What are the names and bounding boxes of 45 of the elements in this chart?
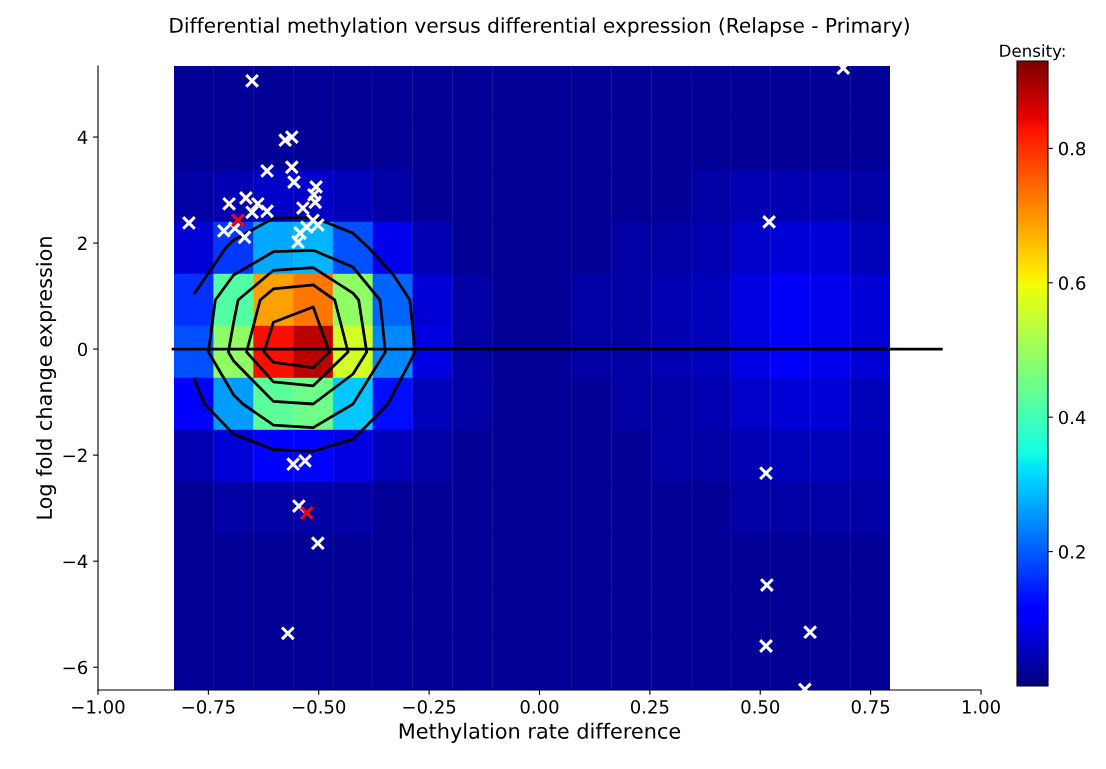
y-axis-title: Log fold change expression: [35, 237, 57, 519]
y-tick-label: 2: [78, 236, 87, 250]
chart-title: Differential methylation versus differential expression (Relapse - Primary): [170, 17, 909, 37]
point: [250, 196, 266, 212]
point: [284, 159, 300, 175]
point: [761, 214, 777, 230]
point: [295, 200, 311, 216]
x-tick-label: −1.00: [72, 700, 125, 714]
color-bar-label: 0.2: [1058, 545, 1085, 559]
y-tick-label: −6: [63, 660, 88, 675]
point: [280, 625, 296, 641]
y-tick-label: −2: [63, 448, 87, 462]
point: [244, 73, 260, 89]
point: [802, 624, 818, 640]
color-bar-label: 0.6: [1058, 276, 1086, 290]
point: [310, 535, 326, 551]
point: [758, 465, 774, 481]
point: [277, 132, 293, 148]
x-tick-label: 0.25: [630, 700, 669, 714]
x-tick-label: 1.00: [962, 700, 1000, 714]
point: [284, 129, 300, 145]
color-bar-label: 0.4: [1058, 410, 1086, 425]
y-tick-label: 4: [77, 130, 88, 144]
y-tick-label: 0: [77, 342, 88, 357]
point: [759, 577, 775, 593]
x-axis-title: Methylation rate difference: [399, 722, 681, 743]
y-tick-label: −4: [63, 554, 88, 569]
x-tick-label: −0.75: [182, 700, 235, 714]
point: [238, 190, 254, 206]
color-bar-label: 0.8: [1058, 141, 1086, 156]
point: [290, 234, 306, 250]
point: [237, 229, 252, 245]
point: [230, 212, 246, 228]
x-tick-label: 0.00: [520, 700, 559, 714]
point: [181, 215, 197, 231]
x-tick-label: −0.25: [403, 700, 456, 714]
x-tick-label: −0.50: [293, 700, 346, 714]
x-tick-label: 0.50: [741, 700, 780, 714]
point: [292, 225, 308, 241]
point: [286, 174, 302, 190]
point: [758, 638, 774, 654]
point: [259, 163, 275, 179]
x-tick-label: 0.75: [851, 700, 890, 714]
point: [308, 179, 324, 195]
color-bar-title: Density:: [1000, 44, 1065, 61]
